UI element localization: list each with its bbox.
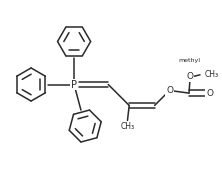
Text: methyl: methyl [178, 58, 200, 63]
Text: CH₃: CH₃ [120, 122, 135, 130]
Text: O: O [206, 89, 213, 98]
Text: P: P [71, 79, 77, 90]
Text: CH₃: CH₃ [204, 70, 218, 79]
Text: O: O [166, 86, 173, 95]
Text: O: O [187, 72, 194, 81]
